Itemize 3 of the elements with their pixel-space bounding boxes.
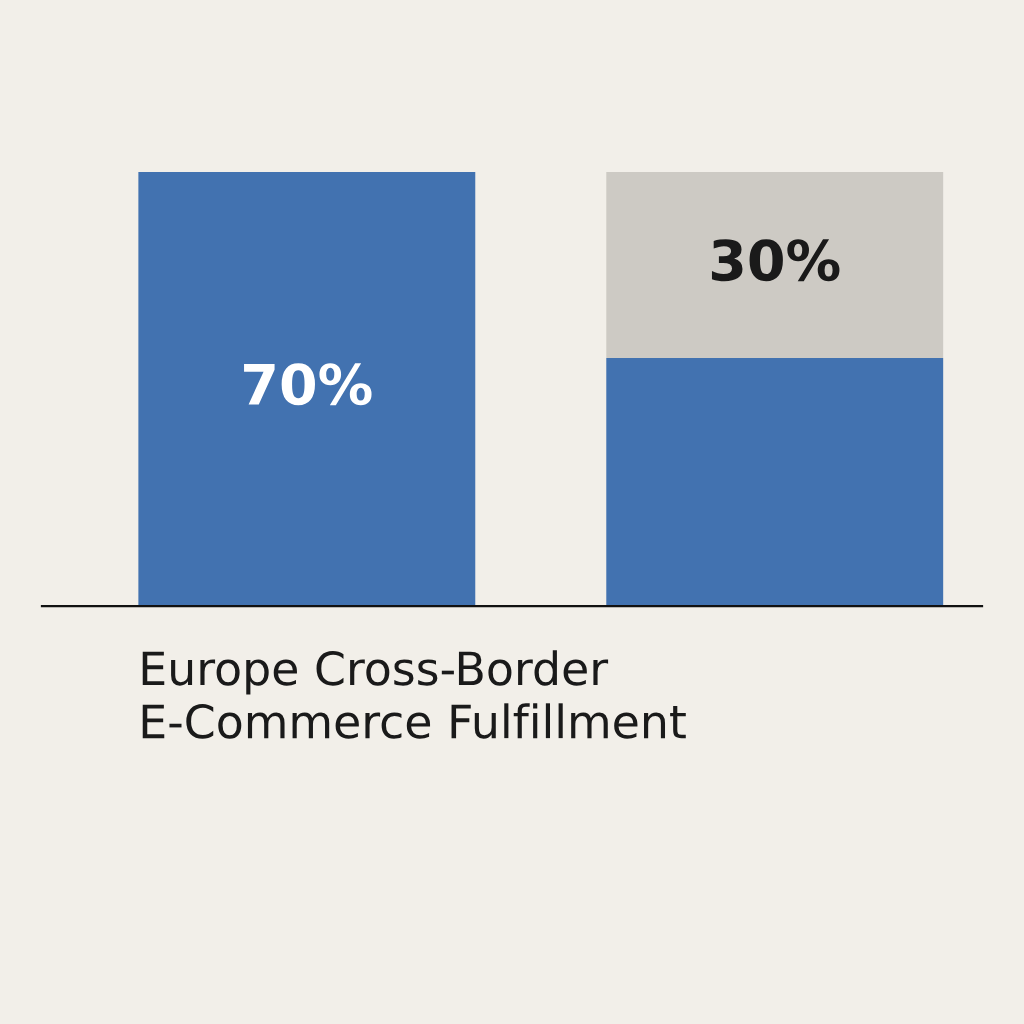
data-label: 30% [711, 239, 840, 282]
data-label: 70% [244, 363, 372, 406]
text: Europe Cross-Border E-Commerce Fulfillment [142, 650, 686, 739]
